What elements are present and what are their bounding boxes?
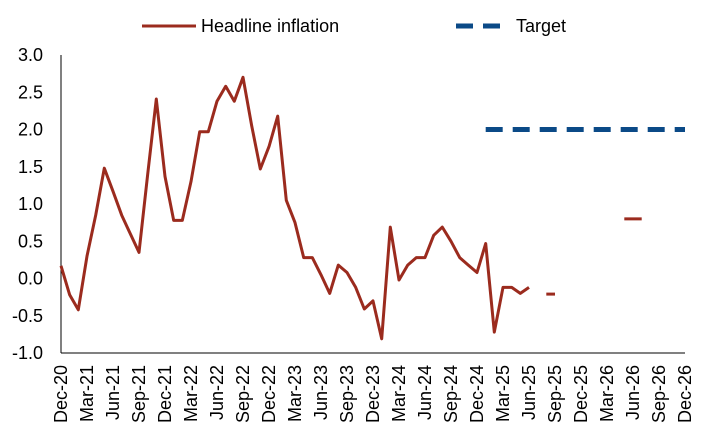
x-tick-label: Sep-21 (129, 365, 149, 423)
x-tick-label: Mar-26 (597, 365, 617, 422)
x-tick-label: Dec-24 (467, 365, 487, 423)
x-tick-label: Jun-22 (207, 365, 227, 420)
y-tick-label: 2.5 (18, 82, 43, 102)
x-tick-label: Sep-25 (545, 365, 565, 423)
x-tick-label: Sep-26 (649, 365, 669, 423)
x-tick-label: Dec-23 (363, 365, 383, 423)
x-tick-label: Jun-25 (519, 365, 539, 420)
y-tick-label: 3.0 (18, 45, 43, 65)
x-tick-label: Jun-23 (311, 365, 331, 420)
x-tick-label: Sep-23 (337, 365, 357, 423)
y-tick-label: 1.0 (18, 194, 43, 214)
x-tick-label: Jun-24 (415, 365, 435, 420)
axes (60, 55, 685, 354)
x-tick-label: Sep-24 (441, 365, 461, 423)
legend: Headline inflation Target (142, 16, 566, 36)
series-line-0 (59, 75, 530, 341)
y-tick-label: 0.5 (18, 231, 43, 251)
x-tick-label: Jun-26 (623, 365, 643, 420)
y-tick-label: 0.0 (18, 269, 43, 289)
y-tick-label: -1.0 (12, 343, 43, 363)
x-tick-label: Dec-21 (155, 365, 175, 423)
x-tick-label: Dec-26 (675, 365, 695, 423)
x-tick-label: Sep-22 (233, 365, 253, 423)
y-tick-label: 2.0 (18, 120, 43, 140)
x-tick-label: Jun-21 (103, 365, 123, 420)
x-tick-label: Dec-25 (571, 365, 591, 423)
legend-label-headline-inflation: Headline inflation (201, 16, 339, 36)
x-tick-label: Dec-22 (259, 365, 279, 423)
x-tick-label: Mar-21 (77, 365, 97, 422)
x-tick-label: Mar-24 (389, 365, 409, 422)
y-axis-tick-labels: 3.0 2.5 2.0 1.5 1.0 0.5 0.0 -0.5 -1.0 (12, 45, 43, 363)
x-tick-label: Mar-22 (181, 365, 201, 422)
x-axis-tick-labels: Dec-20 Mar-21 Jun-21 Sep-21 Dec-21 Mar-22 Jun-… (51, 365, 695, 423)
y-tick-label: -0.5 (12, 306, 43, 326)
series-layer (59, 75, 685, 341)
y-tick-label: 1.5 (18, 157, 43, 177)
x-tick-label: Mar-23 (285, 365, 305, 422)
legend-label-target: Target (516, 16, 566, 36)
x-tick-label: Dec-20 (51, 365, 71, 423)
x-tick-label: Mar-25 (493, 365, 513, 422)
